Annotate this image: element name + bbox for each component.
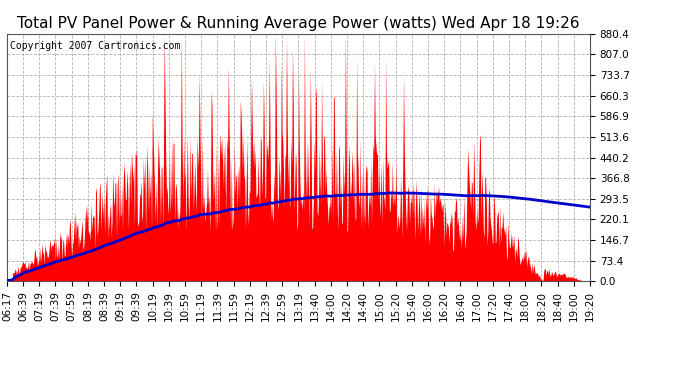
Title: Total PV Panel Power & Running Average Power (watts) Wed Apr 18 19:26: Total PV Panel Power & Running Average P… bbox=[17, 16, 580, 31]
Text: Copyright 2007 Cartronics.com: Copyright 2007 Cartronics.com bbox=[10, 41, 180, 51]
